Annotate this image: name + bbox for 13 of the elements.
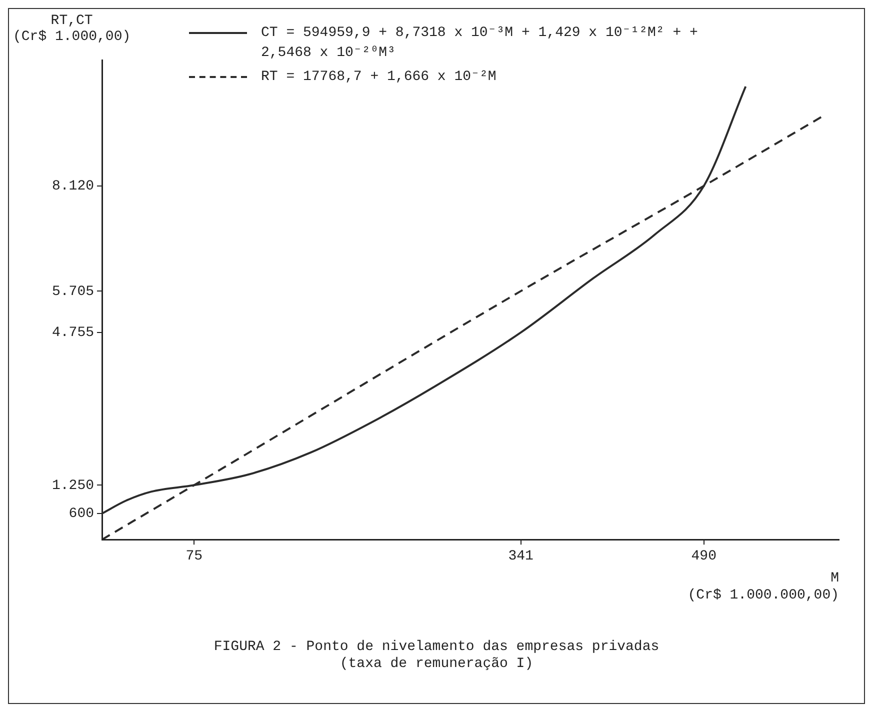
y-tick-label: 1.250 [52, 478, 94, 494]
text: FIGURA 2 - Ponto de nivelamento das empresas privadas (taxa de remuneração I) [212, 638, 660, 674]
x-tick-label: 490 [691, 548, 716, 565]
x-tick-label: 341 [508, 548, 534, 565]
y-tick-label: 8.120 [52, 178, 94, 195]
x-axis-title: M (Cr$ 1.000.000,00) [688, 570, 839, 604]
y-tick-label: 5.705 [52, 284, 94, 300]
legend-label: CT = 594959,9 + 8,7318 x 10⁻³M + 1,429 x 10⁻¹²M² + + 2,5468 x 10⁻²⁰M³ [261, 24, 699, 63]
y-tick-label: 4.755 [52, 325, 94, 342]
legend-label: RT = 17768,7 + 1,666 x 10⁻²M [261, 68, 498, 87]
y-axis-title: RT,CT (Cr$ 1.000,00) [13, 13, 131, 45]
y-tick-label: 600 [68, 506, 94, 522]
x-tick-label: 75 [186, 548, 203, 565]
